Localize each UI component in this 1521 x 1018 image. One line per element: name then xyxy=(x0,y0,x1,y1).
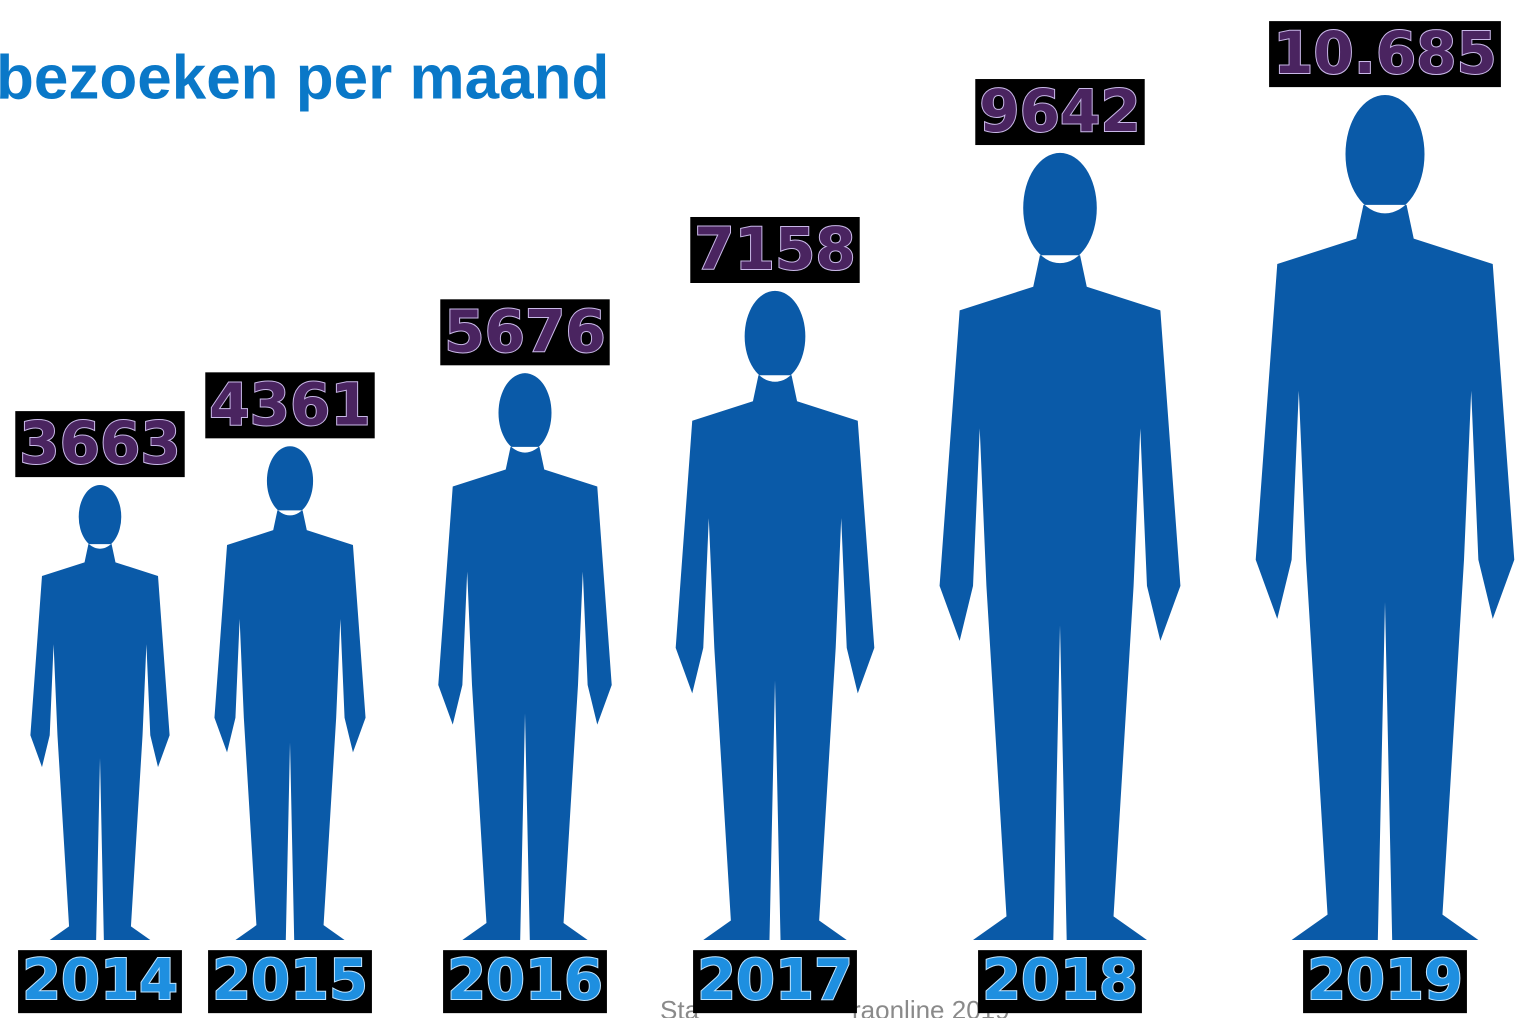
year-label: 2014 xyxy=(22,948,178,1013)
figure xyxy=(30,485,169,940)
value-label: 9642 xyxy=(979,77,1140,145)
chart: bezoeken per maand Sta raonline 2019 366… xyxy=(0,0,1521,1018)
figure xyxy=(438,373,611,940)
year-label: 2019 xyxy=(1307,948,1463,1013)
figure xyxy=(1256,95,1515,940)
year-label: 2016 xyxy=(447,948,603,1013)
value-label: 4361 xyxy=(209,370,370,438)
year-label: 2018 xyxy=(982,948,1138,1013)
value-label: 3663 xyxy=(19,409,180,477)
figure xyxy=(676,291,875,940)
figure xyxy=(214,446,365,940)
value-label: 10.685 xyxy=(1273,19,1497,87)
value-label: 5676 xyxy=(444,297,605,365)
value-label: 7158 xyxy=(694,215,855,283)
year-label: 2015 xyxy=(212,948,368,1013)
figure xyxy=(940,153,1181,940)
year-label: 2017 xyxy=(697,948,853,1013)
chart-title: bezoeken per maand xyxy=(0,43,609,112)
